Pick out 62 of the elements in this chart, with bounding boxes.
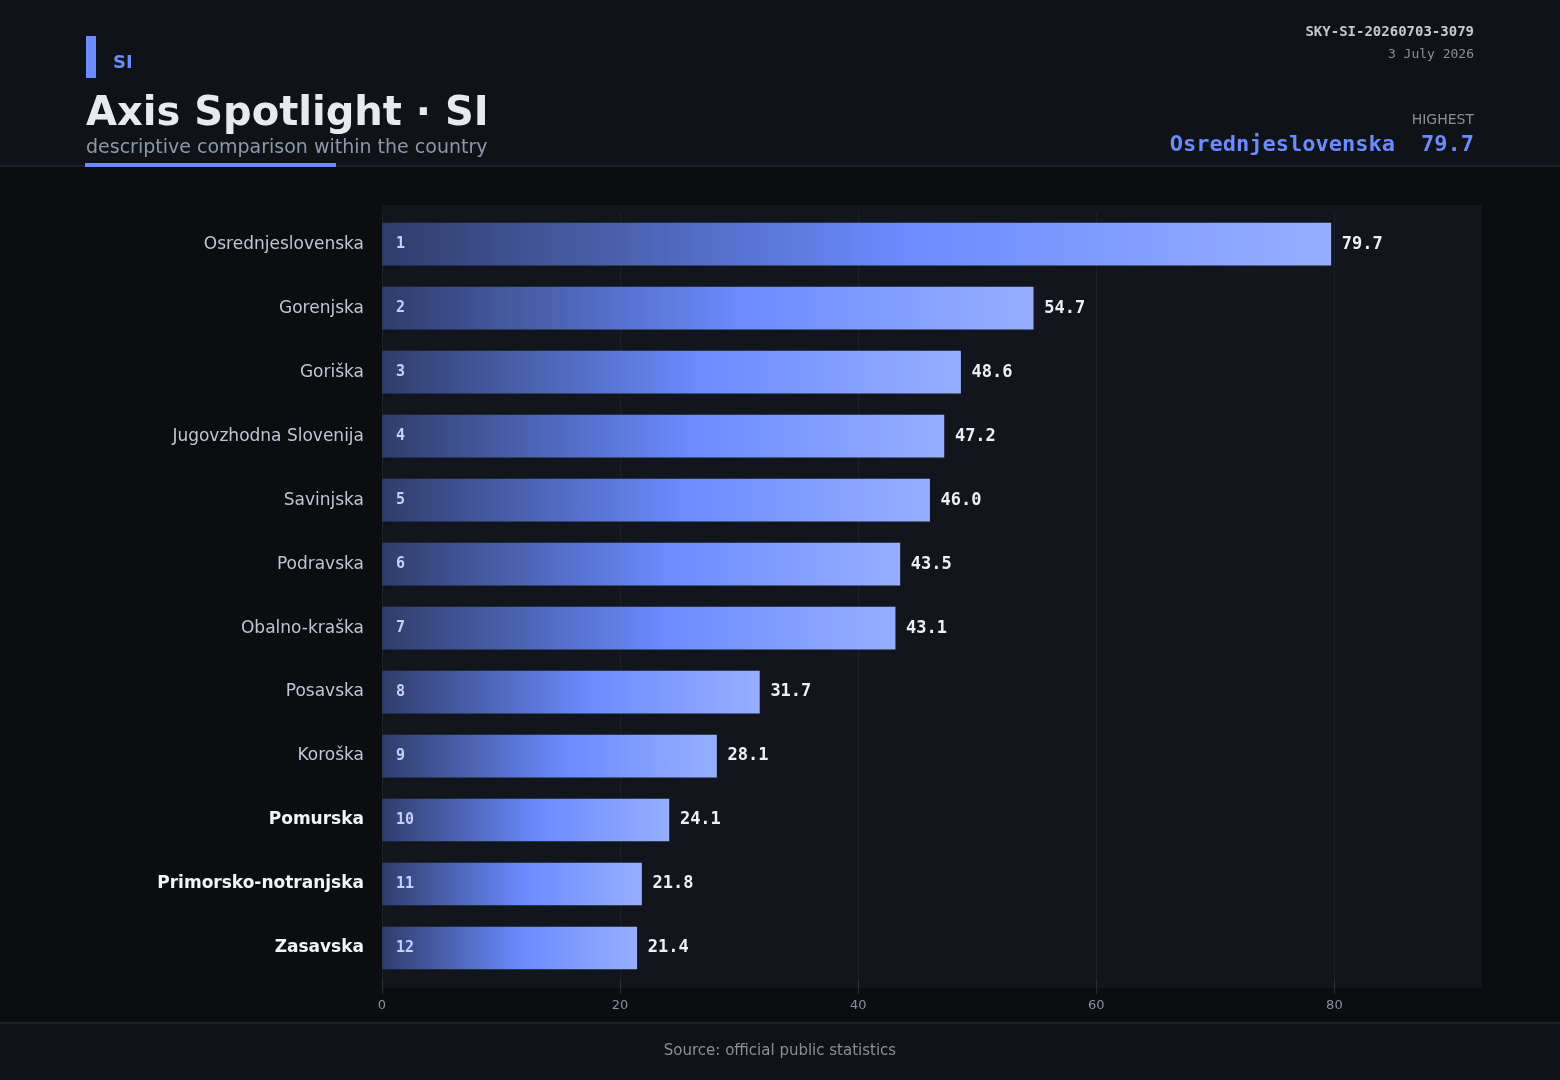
y-tick-label: Obalno-kraška (240, 616, 364, 637)
data-label: 28.1 (727, 744, 769, 765)
text: 3 July 2026 (1387, 45, 1474, 62)
data-label: 48.6 (971, 360, 1013, 381)
text: SI (113, 51, 133, 73)
bar (382, 478, 930, 522)
y-tick-label: Osrednjeslovenska (203, 232, 364, 253)
x-tick-label: 0 (377, 997, 387, 1013)
chart-title: Axis Spotlight · SI (86, 87, 489, 135)
y-tick-label: Gorenjska (279, 296, 364, 317)
annotation: 11 (396, 873, 415, 892)
annotation: 8 (396, 681, 406, 700)
data-label: 21.4 (647, 936, 689, 957)
annotation: 3 (396, 362, 406, 381)
bar (382, 222, 1332, 266)
bar (382, 542, 901, 586)
data-label: 47.2 (954, 424, 996, 445)
text: Osrednjeslovenska (1169, 130, 1396, 157)
annotation: 1 (396, 234, 406, 253)
bar (382, 926, 638, 970)
text: 79.7 (1421, 130, 1474, 157)
bar (382, 670, 760, 714)
annotation: 9 (396, 745, 406, 764)
bar (382, 734, 717, 778)
data-label: 79.7 (1341, 232, 1383, 253)
x-tick-label: 60 (1088, 997, 1105, 1013)
source-note: Source: official public statistics (662, 1040, 898, 1060)
annotation: 12 (396, 937, 415, 956)
bar (382, 862, 642, 906)
bar (382, 350, 961, 394)
chart-subtitle: descriptive comparison within the country (86, 134, 488, 158)
x-tick-label: 20 (611, 997, 629, 1013)
text: HIGHEST (1411, 111, 1474, 128)
text: SKY-SI-20260703-3079 (1305, 22, 1474, 40)
annotation: 2 (396, 298, 406, 317)
y-tick-label: Zasavska (274, 936, 364, 957)
y-tick-label: Posavska (285, 680, 364, 701)
y-tick-label: Podravska (276, 552, 364, 573)
annotation: 7 (396, 617, 406, 636)
bar (382, 798, 670, 842)
y-tick-label: Koroška (297, 744, 364, 765)
y-tick-label: Jugovzhodna Slovenija (171, 424, 364, 445)
x-tick-label: 40 (849, 997, 867, 1013)
y-tick-label: Primorsko-notranjska (157, 872, 364, 893)
x-tick-label: 80 (1326, 997, 1343, 1013)
data-label: 31.7 (770, 680, 812, 701)
bar (382, 286, 1034, 330)
data-label: 43.5 (910, 552, 952, 573)
data-label: 46.0 (940, 488, 982, 509)
annotation: 10 (396, 809, 415, 828)
data-label: 54.7 (1044, 296, 1086, 317)
data-label: 21.8 (652, 872, 694, 893)
y-tick-label: Savinjska (283, 488, 364, 509)
annotation: 4 (396, 426, 406, 445)
y-tick-label: Pomurska (268, 808, 364, 829)
data-label: 43.1 (906, 616, 948, 637)
y-tick-label: Goriška (299, 360, 364, 381)
annotation: 6 (396, 554, 406, 572)
bar (382, 414, 945, 458)
bar (382, 606, 896, 650)
data-label: 24.1 (679, 808, 721, 829)
annotation: 5 (396, 490, 406, 509)
